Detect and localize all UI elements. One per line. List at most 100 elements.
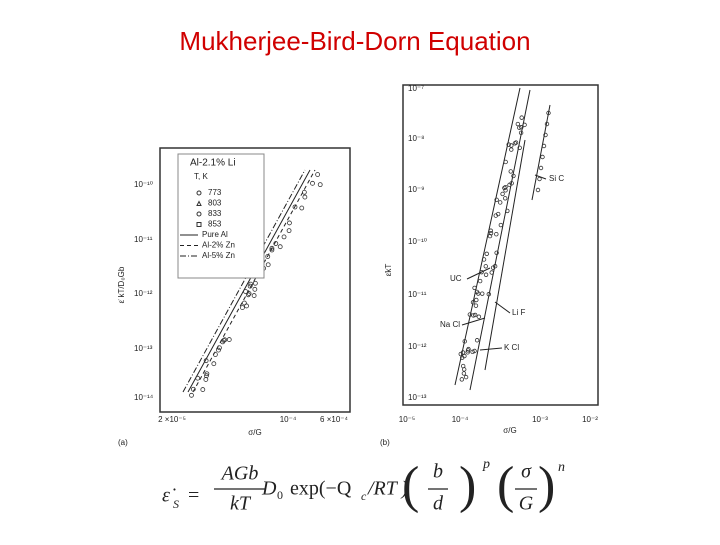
y-axis-label: ε̇kT <box>384 264 393 277</box>
eq-subscript: S <box>173 497 179 511</box>
sample-point <box>503 184 508 190</box>
sample-point <box>540 154 545 160</box>
trend-line <box>531 104 551 201</box>
sample-point <box>195 375 201 381</box>
y-tick-label: 10⁻⁷ <box>408 84 424 93</box>
x-axis-label: σ/G <box>503 426 516 435</box>
annotation: Na Cl <box>440 320 460 329</box>
sample-point <box>494 197 499 203</box>
sample-point <box>204 373 209 379</box>
sample-point <box>252 286 258 292</box>
sample-point <box>543 132 548 138</box>
sample-point <box>535 187 541 193</box>
sample-point <box>479 269 484 275</box>
sample-point <box>226 337 232 342</box>
sample-point <box>213 352 218 357</box>
sample-point <box>301 189 307 195</box>
sample-point <box>498 222 504 228</box>
annotation-arrow <box>466 267 491 280</box>
annotation-arrow <box>534 174 547 180</box>
sample-point <box>486 292 491 297</box>
sample-point <box>518 130 524 136</box>
eq-numerator: AGb <box>220 463 259 485</box>
sample-point <box>190 386 196 392</box>
sample-point <box>517 145 522 150</box>
slide-title: Mukherjee-Bird-Dorn Equation <box>179 26 530 56</box>
sample-point <box>494 250 499 255</box>
x-tick-label: 10⁻² <box>582 415 598 424</box>
sample-point <box>472 285 477 291</box>
plot-b <box>454 87 551 391</box>
x-tick-label: 2 ×10⁻⁵ <box>158 415 186 424</box>
y-tick-label: 10⁻¹⁰ <box>134 180 153 189</box>
sample-point <box>281 234 287 240</box>
sample-point <box>498 200 503 205</box>
eq-exponent: p <box>482 457 490 472</box>
plot-a <box>182 169 323 398</box>
sample-point <box>222 337 228 343</box>
sample-point <box>509 143 514 148</box>
sample-point <box>503 188 508 193</box>
sample-point <box>490 265 496 270</box>
sample-point <box>459 377 465 382</box>
x-tick-label: 10⁻⁵ <box>399 415 415 424</box>
sample-point <box>245 292 251 298</box>
sample-point <box>494 231 499 237</box>
sample-point <box>488 230 494 236</box>
eq-exponent: n <box>558 460 565 475</box>
trend-line <box>187 169 311 393</box>
eq-numerator: b <box>433 461 443 483</box>
y-tick-label: 10⁻⁸ <box>408 134 425 143</box>
sample-point <box>269 247 275 253</box>
legend-label: 773 <box>208 188 222 197</box>
sample-point <box>286 228 292 234</box>
eq-subscript: 0 <box>277 488 283 502</box>
sample-point <box>317 182 323 188</box>
sample-point <box>470 300 476 305</box>
x-tick-label: 10⁻⁴ <box>280 415 297 424</box>
sample-point <box>251 293 257 298</box>
sample-point <box>519 125 524 130</box>
sample-point <box>500 191 505 197</box>
paren: ( <box>402 457 419 514</box>
trend-line <box>182 169 306 393</box>
legend-label: Al-2% Zn <box>202 241 235 250</box>
sample-point <box>476 314 482 319</box>
panel-label: (b) <box>380 438 390 447</box>
sample-point <box>315 172 321 177</box>
frame-a <box>159 147 351 413</box>
sample-point <box>481 257 487 262</box>
sample-point <box>247 283 253 289</box>
trend-line <box>469 89 531 391</box>
y-tick-label: 10⁻¹⁴ <box>134 393 154 402</box>
y-tick-label: 10⁻¹² <box>134 289 153 298</box>
sample-point <box>544 121 550 127</box>
annotation-arrow <box>479 347 503 351</box>
legend-box <box>177 153 265 279</box>
sample-point <box>467 312 473 317</box>
sample-point <box>472 312 478 318</box>
sample-point <box>480 291 485 296</box>
x-axis-label: σ/G <box>248 428 261 437</box>
sample-point <box>484 251 489 257</box>
sample-point <box>203 377 209 382</box>
sample-point <box>461 371 467 376</box>
y-tick-label: 10⁻¹¹ <box>408 290 427 299</box>
sample-point <box>244 303 249 309</box>
y-axis-label: ε̇ kT/D₀Gb <box>117 266 126 303</box>
legend-label: 803 <box>208 199 222 208</box>
sample-point <box>505 208 510 214</box>
sample-point <box>292 204 298 210</box>
sample-point <box>466 346 471 352</box>
annotation: UC <box>450 274 462 283</box>
eq-symbol: D <box>261 478 277 500</box>
sample-point <box>302 194 308 200</box>
sample-point <box>211 361 217 367</box>
trend-line <box>454 87 521 386</box>
annotation: Si C <box>549 174 564 183</box>
sample-point <box>216 347 221 353</box>
sample-point <box>461 367 467 372</box>
annotation: K Cl <box>504 343 519 352</box>
sample-point <box>189 392 194 398</box>
sample-point <box>299 205 305 211</box>
